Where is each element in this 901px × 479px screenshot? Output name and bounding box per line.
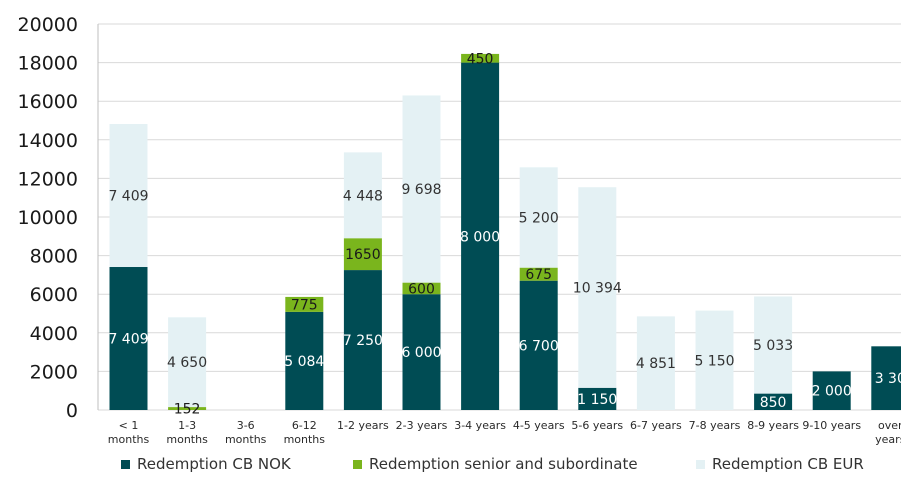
bar-segment bbox=[871, 346, 901, 410]
bar-segment bbox=[519, 167, 558, 268]
bar-segment bbox=[754, 393, 793, 410]
bar-segment bbox=[285, 296, 324, 312]
data-label: 4 448 bbox=[343, 188, 383, 204]
bar-segment bbox=[343, 238, 382, 271]
bar-segment bbox=[168, 317, 207, 408]
y-tick-label: 2000 bbox=[30, 361, 78, 383]
data-label: 5 150 bbox=[694, 353, 734, 369]
data-label: 1 150 bbox=[577, 392, 617, 408]
bar-segments bbox=[109, 53, 901, 410]
bar-segment bbox=[636, 316, 675, 410]
y-tick-label: 12000 bbox=[18, 168, 78, 190]
data-labels: 7 409 7 409 152 4 650 5 084 775 7 250 1650 4 448… bbox=[108, 51, 901, 417]
bar-segment bbox=[578, 187, 617, 388]
data-label: 5 033 bbox=[753, 338, 793, 354]
x-tick-label: 9-10 years bbox=[802, 419, 861, 432]
x-tick-label: 3-4 years bbox=[454, 419, 506, 432]
data-label: 6 000 bbox=[401, 345, 441, 361]
legend-swatch-cb-eur bbox=[696, 459, 705, 469]
bar-segment bbox=[402, 95, 441, 283]
bar-segment bbox=[343, 152, 382, 239]
legend-item-senior-subordinate: Redemption senior and subordinate bbox=[353, 455, 638, 473]
bar-segment bbox=[402, 282, 441, 295]
legend: Redemption CB NOK Redemption senior and … bbox=[0, 455, 901, 479]
x-tick-label: overyears bbox=[875, 419, 901, 446]
legend-swatch-senior-subordinate bbox=[353, 459, 362, 469]
data-label: 6 700 bbox=[519, 338, 559, 354]
legend-item-cb-eur: Redemption CB EUR bbox=[696, 455, 864, 473]
stacked-bar-chart: 0 2000 4000 6000 8000 10000 12000 14000 16000 180… bbox=[18, 14, 901, 446]
data-label: 10 394 bbox=[573, 281, 622, 297]
bar-segment bbox=[168, 407, 207, 410]
x-tick-label: 6-12 months bbox=[284, 419, 326, 446]
legend-item-cb-nok: Redemption CB NOK bbox=[121, 455, 291, 473]
bar-segment bbox=[402, 294, 441, 410]
data-label: 4 851 bbox=[636, 356, 676, 372]
data-label: 675 bbox=[525, 267, 552, 283]
y-tick-label: 14000 bbox=[18, 130, 78, 152]
bar-segment bbox=[285, 311, 324, 410]
y-tick-label: 4000 bbox=[30, 323, 78, 345]
bar-segment bbox=[109, 124, 148, 268]
bar-segment bbox=[578, 387, 617, 410]
data-label: 8 000 bbox=[460, 229, 500, 245]
x-tick-label: 4-5 years bbox=[513, 419, 565, 432]
data-label: 7 250 bbox=[343, 333, 383, 349]
y-tick-label: 8000 bbox=[30, 246, 78, 268]
bar-segment bbox=[343, 270, 382, 410]
data-label: 152 bbox=[174, 402, 201, 418]
data-label: 450 bbox=[467, 51, 494, 67]
legend-label-cb-nok: Redemption CB NOK bbox=[137, 455, 291, 473]
bar-segment bbox=[812, 371, 851, 410]
data-label: 5 084 bbox=[284, 354, 324, 370]
y-tick-label: 0 bbox=[66, 400, 78, 422]
x-tick-label: 2-3 years bbox=[396, 419, 448, 432]
data-label: 7 409 bbox=[108, 332, 148, 348]
data-label: 1650 bbox=[345, 247, 381, 263]
data-label: 600 bbox=[408, 281, 435, 297]
bar-segment bbox=[754, 296, 793, 394]
x-tick-label: 1-3 months bbox=[166, 419, 208, 446]
data-label: 5 200 bbox=[519, 210, 559, 226]
x-tick-label: 7-8 years bbox=[689, 419, 741, 432]
bar-segment bbox=[461, 62, 500, 410]
bar-segment bbox=[109, 267, 148, 410]
bar-segment bbox=[519, 267, 558, 281]
data-label: 775 bbox=[291, 297, 318, 313]
y-tick-label: 6000 bbox=[30, 284, 78, 306]
legend-label-cb-eur: Redemption CB EUR bbox=[712, 455, 864, 473]
bar-segment bbox=[695, 310, 734, 410]
x-tick-label: 6-7 years bbox=[630, 419, 682, 432]
legend-swatch-cb-nok bbox=[121, 459, 130, 469]
y-axis-ticks: 0 2000 4000 6000 8000 10000 12000 14000 16000 180… bbox=[18, 14, 78, 422]
y-tick-label: 18000 bbox=[18, 53, 78, 75]
data-label: 3 30 bbox=[875, 371, 901, 387]
y-tick-label: 20000 bbox=[18, 14, 78, 36]
x-tick-label: 8-9 years bbox=[747, 419, 799, 432]
data-label: 4 650 bbox=[167, 355, 207, 371]
bar-segment bbox=[461, 53, 500, 63]
x-tick-label: 3-6 months bbox=[225, 419, 267, 446]
data-label: 850 bbox=[760, 395, 787, 411]
x-tick-label: 5-6 years bbox=[571, 419, 623, 432]
data-label: 2 000 bbox=[812, 384, 852, 400]
y-tick-label: 10000 bbox=[18, 207, 78, 229]
x-tick-label: 1-2 years bbox=[337, 419, 389, 432]
x-axis-ticks: < 1 months 1-3 months 3-6 months 6-12 months 1-2… bbox=[108, 419, 901, 446]
legend-label-senior-subordinate: Redemption senior and subordinate bbox=[369, 455, 638, 473]
x-tick-label: < 1 months bbox=[108, 419, 150, 446]
data-label: 9 698 bbox=[401, 182, 441, 198]
bar-segment bbox=[519, 280, 558, 410]
y-tick-label: 16000 bbox=[18, 91, 78, 113]
grid-lines bbox=[97, 23, 901, 411]
data-label: 7 409 bbox=[108, 189, 148, 205]
